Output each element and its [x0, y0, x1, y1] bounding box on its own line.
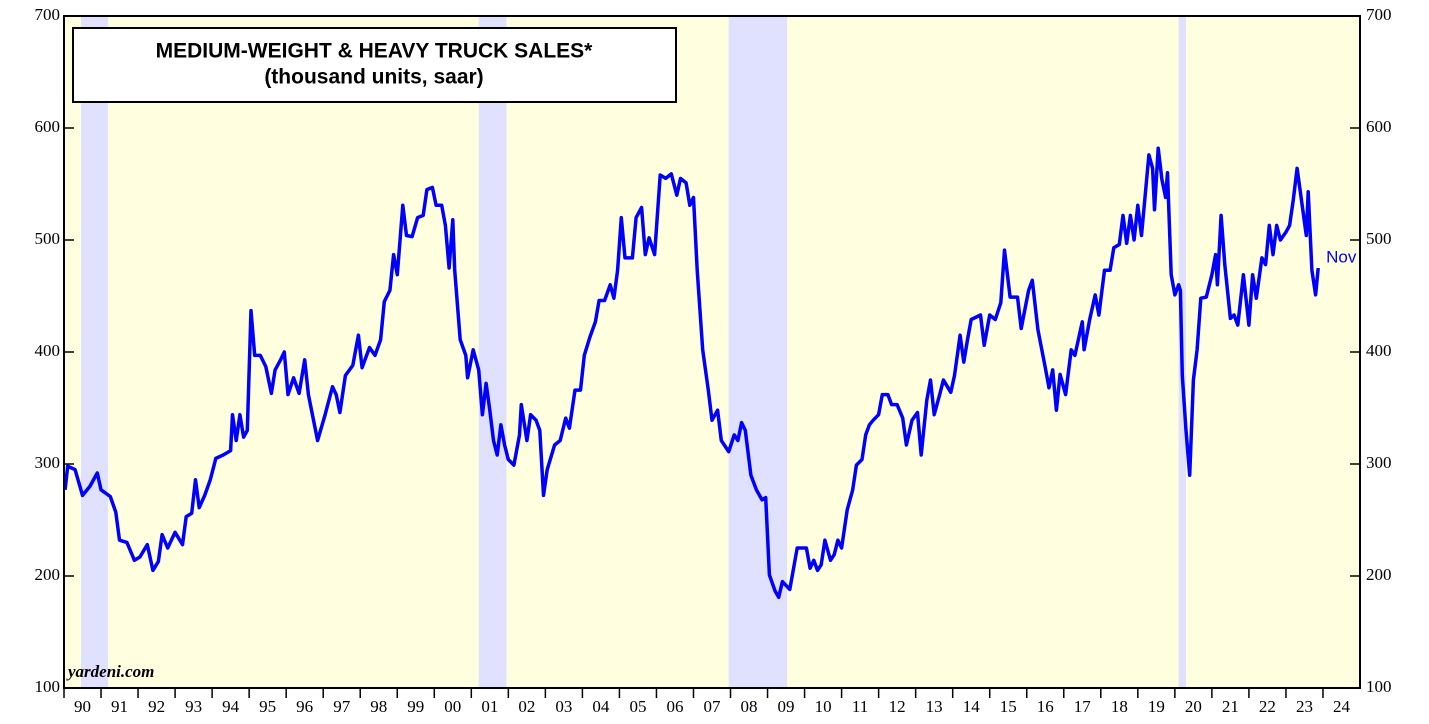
source: yardeni.com — [66, 662, 154, 681]
title-box — [72, 27, 677, 103]
x-tick-label: 96 — [296, 697, 313, 716]
x-tick-label: 24 — [1333, 697, 1351, 716]
recession-band — [478, 16, 507, 688]
y2-tick-label: 300 — [1366, 453, 1392, 472]
x-tick-label: 19 — [1148, 697, 1165, 716]
data-line — [63, 146, 1320, 600]
x-tick-label: 94 — [222, 697, 240, 716]
x-tick-label: 93 — [185, 697, 202, 716]
y-tick-label: 100 — [35, 677, 61, 696]
y2-tick-label: 100 — [1366, 677, 1392, 696]
x-tick-label: 01 — [481, 697, 498, 716]
x-tick-label: 13 — [926, 697, 943, 716]
x-tick-label: 06 — [666, 697, 683, 716]
x-tick-label: 05 — [629, 697, 646, 716]
x-tick-label: 23 — [1296, 697, 1313, 716]
y-tick-label: 200 — [35, 565, 61, 584]
y-tick-label: 300 — [35, 453, 61, 472]
x-tick-label: 11 — [852, 697, 868, 716]
y-tick-label: 600 — [35, 117, 61, 136]
x-tick-label: 99 — [407, 697, 424, 716]
y2-tick-label: 500 — [1366, 229, 1392, 248]
plot-frame — [63, 15, 1361, 689]
x-tick-label: 97 — [333, 697, 351, 716]
x-tick-label: 91 — [111, 697, 128, 716]
x-tick-label: 08 — [741, 697, 758, 716]
y2-tick-label: 400 — [1366, 341, 1392, 360]
x-tick-label: 09 — [778, 697, 795, 716]
y2-tick-label: 200 — [1366, 565, 1392, 584]
x-tick-label: 00 — [444, 697, 461, 716]
x-tick-label: 07 — [704, 697, 722, 716]
x-tick-label: 02 — [518, 697, 535, 716]
recession-band — [728, 16, 788, 688]
x-tick-label: 03 — [555, 697, 572, 716]
x-tick-label: 17 — [1074, 697, 1092, 716]
x-tick-label: 18 — [1111, 697, 1128, 716]
chart-title: MEDIUM-WEIGHT & HEAVY TRUCK SALES* — [156, 40, 594, 63]
y-tick-label: 700 — [35, 5, 61, 24]
x-tick-label: 12 — [889, 697, 906, 716]
recession-band — [81, 16, 109, 688]
x-tick-label: 98 — [370, 697, 387, 716]
x-tick-label: 10 — [815, 697, 832, 716]
end-label: Nov — [1326, 247, 1357, 266]
x-tick-label: 95 — [259, 697, 276, 716]
x-tick-label: 04 — [592, 697, 610, 716]
y2-tick-label: 600 — [1366, 117, 1392, 136]
y-tick-label: 400 — [35, 341, 61, 360]
x-tick-label: 22 — [1259, 697, 1276, 716]
y-tick-label: 500 — [35, 229, 61, 248]
x-tick-label: 15 — [1000, 697, 1017, 716]
x-tick-label: 92 — [148, 697, 165, 716]
chart-subtitle: (thousand units, saar) — [264, 66, 483, 89]
y2-tick-label: 700 — [1366, 5, 1392, 24]
x-tick-label: 21 — [1222, 697, 1239, 716]
plot-background — [64, 16, 1360, 688]
x-tick-label: 20 — [1185, 697, 1202, 716]
x-tick-label: 16 — [1037, 697, 1054, 716]
x-tick-label: 14 — [963, 697, 981, 716]
x-tick-label: 90 — [74, 697, 91, 716]
